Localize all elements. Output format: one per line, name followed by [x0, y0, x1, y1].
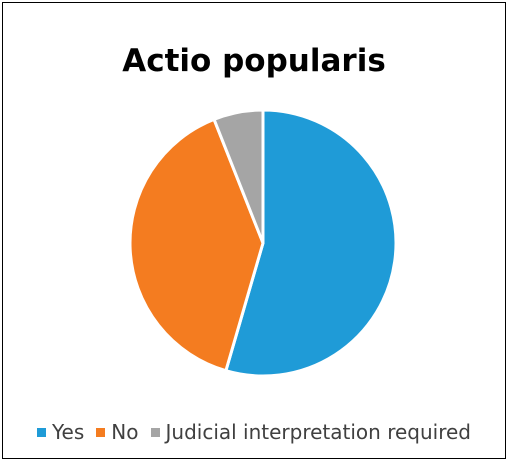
legend-swatch-judicial-interpretation-required: [150, 427, 160, 437]
legend-label-judicial-interpretation-required: Judicial interpretation required: [165, 420, 472, 444]
chart-legend: Yes No Judicial interpretation required: [3, 420, 505, 444]
chart-frame: Actio popularis Yes No Judicial interpre…: [2, 2, 506, 459]
chart-title: Actio popularis: [122, 43, 386, 79]
pie-chart: [128, 108, 398, 378]
legend-item-no: No: [96, 420, 139, 444]
pie-slice-yes: [224, 108, 398, 378]
legend-item-judicial-interpretation-required: Judicial interpretation required: [150, 420, 472, 444]
legend-swatch-no: [96, 427, 106, 437]
pie-slice-judicial-interpretation-required: [212, 108, 265, 245]
legend-label-yes: Yes: [52, 420, 85, 444]
legend-swatch-yes: [37, 427, 46, 437]
legend-item-yes: Yes: [37, 420, 84, 444]
legend-label-no: No: [111, 420, 139, 444]
pie-slice-no: [128, 117, 265, 373]
